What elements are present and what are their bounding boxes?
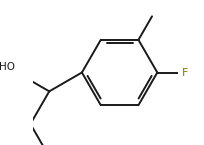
Text: HO: HO — [0, 62, 15, 72]
Text: F: F — [181, 68, 188, 77]
